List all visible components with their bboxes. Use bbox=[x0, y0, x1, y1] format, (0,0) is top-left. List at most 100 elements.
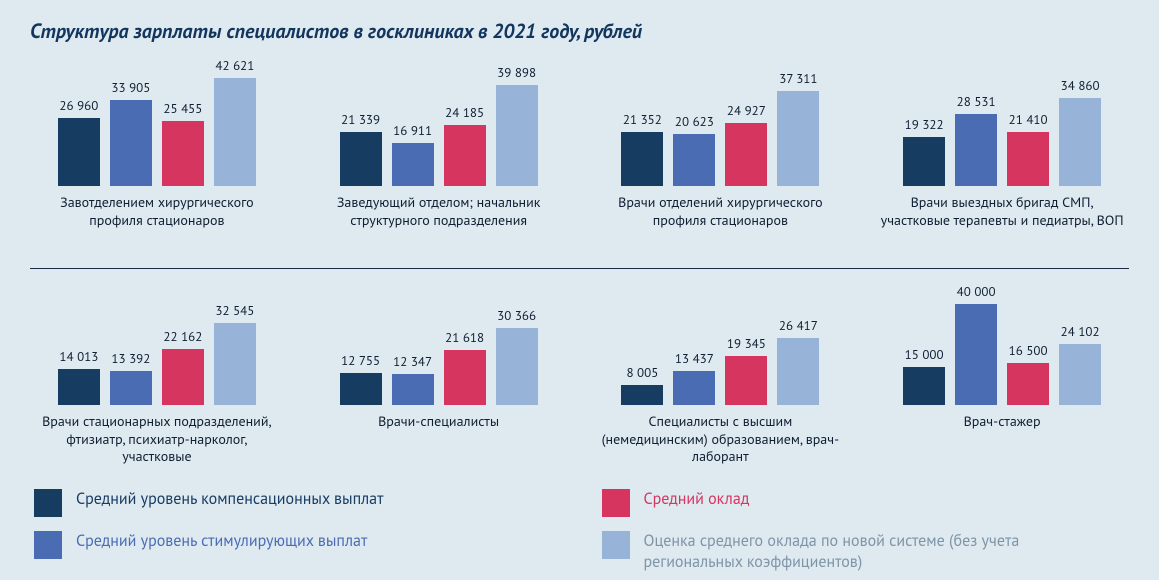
bar: 24 185 bbox=[441, 104, 489, 186]
bar-value-label: 32 545 bbox=[215, 302, 254, 319]
bar-rect bbox=[392, 143, 434, 186]
legend-label: Средний уровень стимулирующих выплат bbox=[76, 531, 367, 552]
bar-group: 8 00513 43719 345 26 417 bbox=[618, 277, 822, 405]
legend-swatch bbox=[34, 489, 62, 517]
bar-rect bbox=[777, 338, 819, 405]
bar-rect bbox=[1059, 98, 1101, 186]
bar-rect bbox=[496, 328, 538, 405]
bar: 21 339 bbox=[337, 111, 385, 186]
bar: 14 013 bbox=[55, 348, 103, 405]
chart-panel: 26 960 33 905 25 455 42 621 Завотделением хи… bbox=[30, 58, 284, 264]
bar: 25 455 bbox=[159, 100, 207, 186]
bar: 26 417 bbox=[774, 317, 822, 405]
bar-value-label: 34 860 bbox=[1061, 77, 1100, 94]
bar-rect bbox=[725, 356, 767, 405]
bar-value-label: 15 000 bbox=[905, 346, 944, 363]
bar: 42 621 bbox=[211, 57, 259, 186]
bar-value-label: 33 905 bbox=[111, 79, 150, 96]
bar: 16 911 bbox=[389, 122, 437, 186]
bar-rect bbox=[955, 114, 997, 186]
panel-label: Завотделением хирургического профиля ста… bbox=[32, 194, 282, 264]
bar-value-label: 26 417 bbox=[779, 317, 818, 334]
legend-item: Средний уровень стимулирующих выплат bbox=[34, 531, 562, 573]
chart-panel: 21 339 16 911 24 185 39 898 Заведующий отдел… bbox=[312, 58, 566, 264]
bar-rect bbox=[777, 91, 819, 186]
bar-rect bbox=[340, 132, 382, 186]
chart-panel: 21 35220 62324 92737 311Врачи отделений … bbox=[594, 58, 848, 264]
bar: 8 005 bbox=[618, 364, 666, 405]
chart-panel: 15 000 40 000 16 500 24 102 Врач-стажер bbox=[875, 277, 1129, 483]
bar: 12 755 bbox=[337, 352, 385, 405]
bar-value-label: 16 911 bbox=[393, 122, 432, 139]
bar: 22 162 bbox=[159, 328, 207, 405]
bar-group: 15 000 40 000 16 500 24 102 bbox=[900, 277, 1104, 405]
bar-rect bbox=[725, 123, 767, 186]
panel-label: Специалисты с высшим (немедицинским) обр… bbox=[595, 413, 845, 483]
bar-value-label: 21 352 bbox=[623, 111, 662, 128]
panel-label: Врачи стационарных подразделений, фтизиа… bbox=[32, 413, 282, 483]
bar-value-label: 42 621 bbox=[215, 57, 254, 74]
bar-rect bbox=[444, 350, 486, 405]
bar-rect bbox=[673, 371, 715, 405]
bar-value-label: 16 500 bbox=[1009, 342, 1048, 359]
bar-rect bbox=[340, 373, 382, 405]
bar-value-label: 13 392 bbox=[111, 350, 150, 367]
bar: 13 437 bbox=[670, 350, 718, 405]
bar-value-label: 12 755 bbox=[341, 352, 380, 369]
chart-title: Структура зарплаты специалистов в госкли… bbox=[30, 18, 1129, 44]
panel-label: Заведующий отделом; начальник структурно… bbox=[314, 194, 564, 264]
bar-rect bbox=[110, 100, 152, 186]
bar-group: 14 013 13 392 22 162 32 545 bbox=[55, 277, 259, 405]
bar: 20 623 bbox=[670, 113, 718, 186]
bar-value-label: 39 898 bbox=[497, 64, 536, 81]
bar: 32 545 bbox=[211, 302, 259, 405]
bar-rect bbox=[496, 85, 538, 186]
bar-value-label: 22 162 bbox=[163, 328, 202, 345]
bar-value-label: 21 410 bbox=[1009, 111, 1048, 128]
row-divider bbox=[30, 268, 1129, 269]
bar-value-label: 21 339 bbox=[341, 111, 380, 128]
bar-rect bbox=[621, 385, 663, 405]
bar-rect bbox=[621, 132, 663, 186]
bar-group: 26 960 33 905 25 455 42 621 bbox=[55, 58, 259, 186]
bar: 21 618 bbox=[441, 329, 489, 405]
bar-group: 19 32228 53121 41034 860 bbox=[900, 58, 1104, 186]
bar-rect bbox=[110, 371, 152, 405]
bar: 24 102 bbox=[1056, 323, 1104, 405]
bar-rect bbox=[214, 78, 256, 186]
bar-rect bbox=[444, 125, 486, 186]
bar-rect bbox=[955, 304, 997, 405]
bar-value-label: 26 960 bbox=[59, 97, 98, 114]
bar-rect bbox=[58, 369, 100, 405]
legend-item: Оценка среднего оклада по новой системе … bbox=[602, 531, 1130, 573]
bar-rect bbox=[1007, 132, 1049, 186]
bar-rect bbox=[903, 367, 945, 405]
bar-rect bbox=[903, 137, 945, 186]
bar: 15 000 bbox=[900, 346, 948, 405]
bar-rect bbox=[214, 323, 256, 405]
bar-rect bbox=[58, 118, 100, 186]
bar-group: 12 75512 34721 61830 366 bbox=[337, 277, 541, 405]
panel-label: Врачи-специалисты bbox=[378, 413, 499, 483]
bar-value-label: 37 311 bbox=[779, 70, 817, 87]
panel-label: Врач-стажер bbox=[964, 413, 1041, 483]
bar: 33 905 bbox=[107, 79, 155, 186]
chart-panel: 8 00513 43719 345 26 417 Специалисты с выс… bbox=[594, 277, 848, 483]
bar-group: 21 339 16 911 24 185 39 898 bbox=[337, 58, 541, 186]
bar: 12 347 bbox=[389, 353, 437, 405]
bar-value-label: 28 531 bbox=[957, 93, 996, 110]
panel-label: Врачи отделений хирургического профиля с… bbox=[595, 194, 845, 264]
bar-rect bbox=[392, 374, 434, 405]
bar: 19 345 bbox=[722, 335, 770, 405]
bar-value-label: 24 185 bbox=[445, 104, 484, 121]
bar-value-label: 20 623 bbox=[675, 113, 714, 130]
bar-rect bbox=[673, 134, 715, 186]
bar-value-label: 21 618 bbox=[445, 329, 484, 346]
bar: 34 860 bbox=[1056, 77, 1104, 186]
bar-value-label: 24 102 bbox=[1061, 323, 1100, 340]
bar: 40 000 bbox=[952, 283, 1000, 405]
bar-value-label: 25 455 bbox=[163, 100, 202, 117]
bar-rect bbox=[162, 121, 204, 186]
bar-group: 21 35220 62324 92737 311 bbox=[618, 58, 822, 186]
bar: 37 311 bbox=[774, 70, 822, 186]
